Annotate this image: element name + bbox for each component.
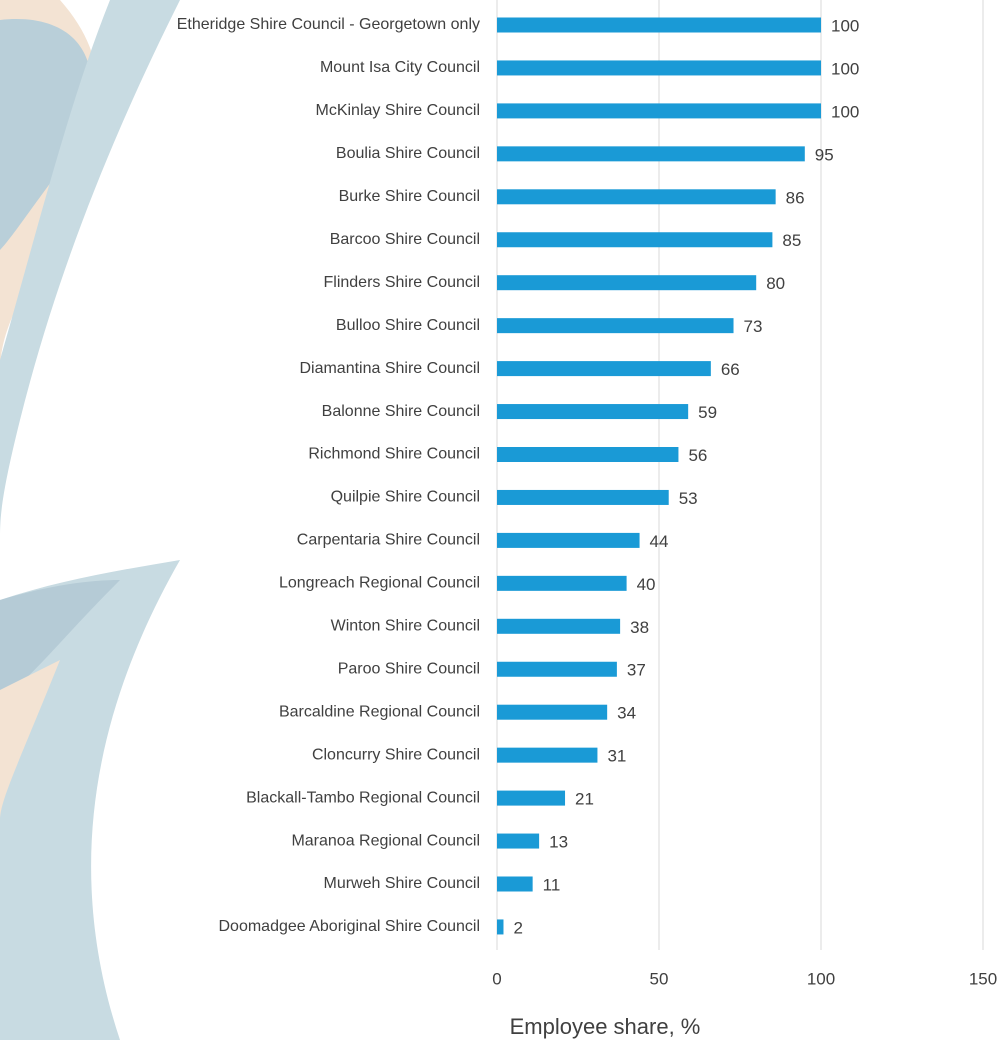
value-label: 66	[721, 360, 740, 379]
bar	[497, 103, 821, 119]
value-label: 31	[607, 747, 626, 766]
category-label: Paroo Shire Council	[338, 660, 480, 677]
x-tick-label: 100	[807, 969, 835, 988]
value-label: 80	[766, 274, 785, 293]
bar	[497, 232, 773, 248]
bar	[497, 661, 617, 677]
value-label: 56	[688, 446, 707, 465]
bar	[497, 60, 821, 76]
value-label: 73	[744, 317, 763, 336]
bar	[497, 404, 689, 420]
bar	[497, 575, 627, 591]
category-label: McKinlay Shire Council	[315, 102, 480, 119]
category-label: Barcoo Shire Council	[330, 231, 480, 248]
value-label: 40	[637, 575, 656, 594]
value-label: 100	[831, 16, 859, 35]
category-label: Longreach Regional Council	[279, 575, 480, 592]
category-label: Diamantina Shire Council	[299, 360, 480, 377]
category-label: Boulia Shire Council	[336, 145, 480, 162]
category-label: Barcaldine Regional Council	[279, 703, 480, 720]
bar	[497, 361, 711, 377]
value-label: 21	[575, 790, 594, 809]
bar	[497, 532, 640, 548]
bar	[497, 876, 533, 892]
category-label: Flinders Shire Council	[323, 274, 480, 291]
bar	[497, 747, 598, 763]
bar	[497, 17, 821, 33]
bar	[497, 618, 621, 634]
value-label: 38	[630, 618, 649, 637]
value-label: 100	[831, 102, 859, 121]
bar	[497, 489, 669, 505]
value-label: 37	[627, 661, 646, 680]
value-label: 34	[617, 704, 636, 723]
value-label: 13	[549, 833, 568, 852]
bar	[497, 146, 805, 162]
category-label: Maranoa Regional Council	[291, 832, 480, 849]
category-label: Burke Shire Council	[339, 188, 480, 205]
bar	[497, 919, 504, 935]
x-tick-label: 50	[650, 969, 669, 988]
category-label: Blackall-Tambo Regional Council	[246, 789, 480, 806]
category-label: Etheridge Shire Council - Georgetown onl…	[177, 16, 480, 33]
bar	[497, 189, 776, 205]
category-label: Carpentaria Shire Council	[297, 532, 480, 549]
bar	[497, 704, 608, 720]
bar	[497, 790, 566, 806]
category-label: Doomadgee Aboriginal Shire Council	[219, 918, 481, 935]
value-label: 11	[543, 875, 561, 894]
value-label: 59	[698, 403, 717, 422]
category-label: Winton Shire Council	[331, 618, 480, 635]
category-label: Bulloo Shire Council	[336, 317, 480, 334]
value-label: 100	[831, 59, 859, 78]
category-label: Murweh Shire Council	[323, 875, 480, 892]
background-decoration	[0, 0, 180, 1040]
value-label: 53	[679, 489, 698, 508]
category-label: Mount Isa City Council	[320, 59, 480, 76]
bar	[497, 318, 734, 334]
value-label: 85	[782, 231, 801, 250]
value-label: 44	[650, 532, 669, 551]
category-label: Richmond Shire Council	[308, 446, 480, 463]
value-label: 95	[815, 145, 834, 164]
value-label: 86	[786, 188, 805, 207]
category-label: Cloncurry Shire Council	[312, 746, 480, 763]
bar	[497, 833, 540, 849]
bar	[497, 447, 679, 462]
value-label: 2	[513, 918, 522, 937]
x-tick-label: 0	[492, 969, 501, 988]
category-label: Balonne Shire Council	[322, 403, 480, 420]
x-axis-title: Employee share, %	[510, 1014, 701, 1039]
category-label: Quilpie Shire Council	[331, 489, 480, 506]
bar	[497, 275, 757, 291]
x-tick-label: 150	[969, 969, 997, 988]
